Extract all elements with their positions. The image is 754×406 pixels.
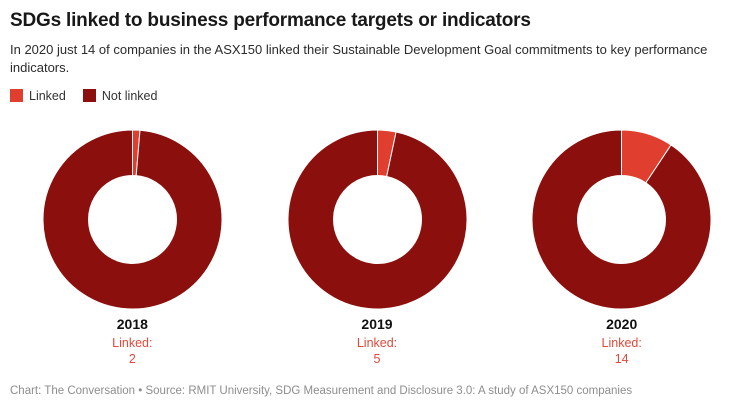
slice-not-linked[interactable] xyxy=(531,129,712,310)
donut-chart-2020: 2020 Linked: 14 xyxy=(499,129,744,368)
chart-title: SDGs linked to business performance targ… xyxy=(10,10,531,31)
slice-not-linked[interactable] xyxy=(42,129,223,310)
donut-2020 xyxy=(531,129,712,310)
linked-label: Linked: xyxy=(112,335,153,350)
legend-label-linked: Linked xyxy=(29,88,66,103)
year-label: 2019 xyxy=(361,315,393,332)
slice-not-linked[interactable] xyxy=(287,129,467,310)
legend-item-not-linked: Not linked xyxy=(82,88,158,103)
legend-item-linked: Linked xyxy=(10,89,66,103)
legend: Linked Not linked xyxy=(10,89,744,103)
year-label: 2020 xyxy=(606,315,638,332)
linked-label: Linked: xyxy=(601,335,642,350)
donut-2019 xyxy=(287,129,467,310)
linked-value: 2 xyxy=(128,352,136,367)
legend-swatch-linked-icon xyxy=(10,89,23,103)
donut-chart-2018: 2018 Linked: 2 xyxy=(10,129,255,368)
linked-value: 14 xyxy=(614,352,629,367)
chart-subtitle: In 2020 just 14 of companies in the ASX1… xyxy=(10,42,708,76)
legend-swatch-not-linked-icon xyxy=(82,89,96,103)
donut-chart-2019: 2019 Linked: 5 xyxy=(255,129,500,368)
charts-row: 2018 Linked: 2 2019 Linked: 5 2020 Linke… xyxy=(10,129,744,368)
linked-value: 5 xyxy=(373,352,381,367)
chart-credit: Chart: The Conversation • Source: RMIT U… xyxy=(10,385,633,397)
year-label: 2018 xyxy=(116,315,148,332)
donut-2018 xyxy=(42,129,223,310)
legend-label-not-linked: Not linked xyxy=(101,88,158,103)
linked-label: Linked: xyxy=(356,335,398,350)
